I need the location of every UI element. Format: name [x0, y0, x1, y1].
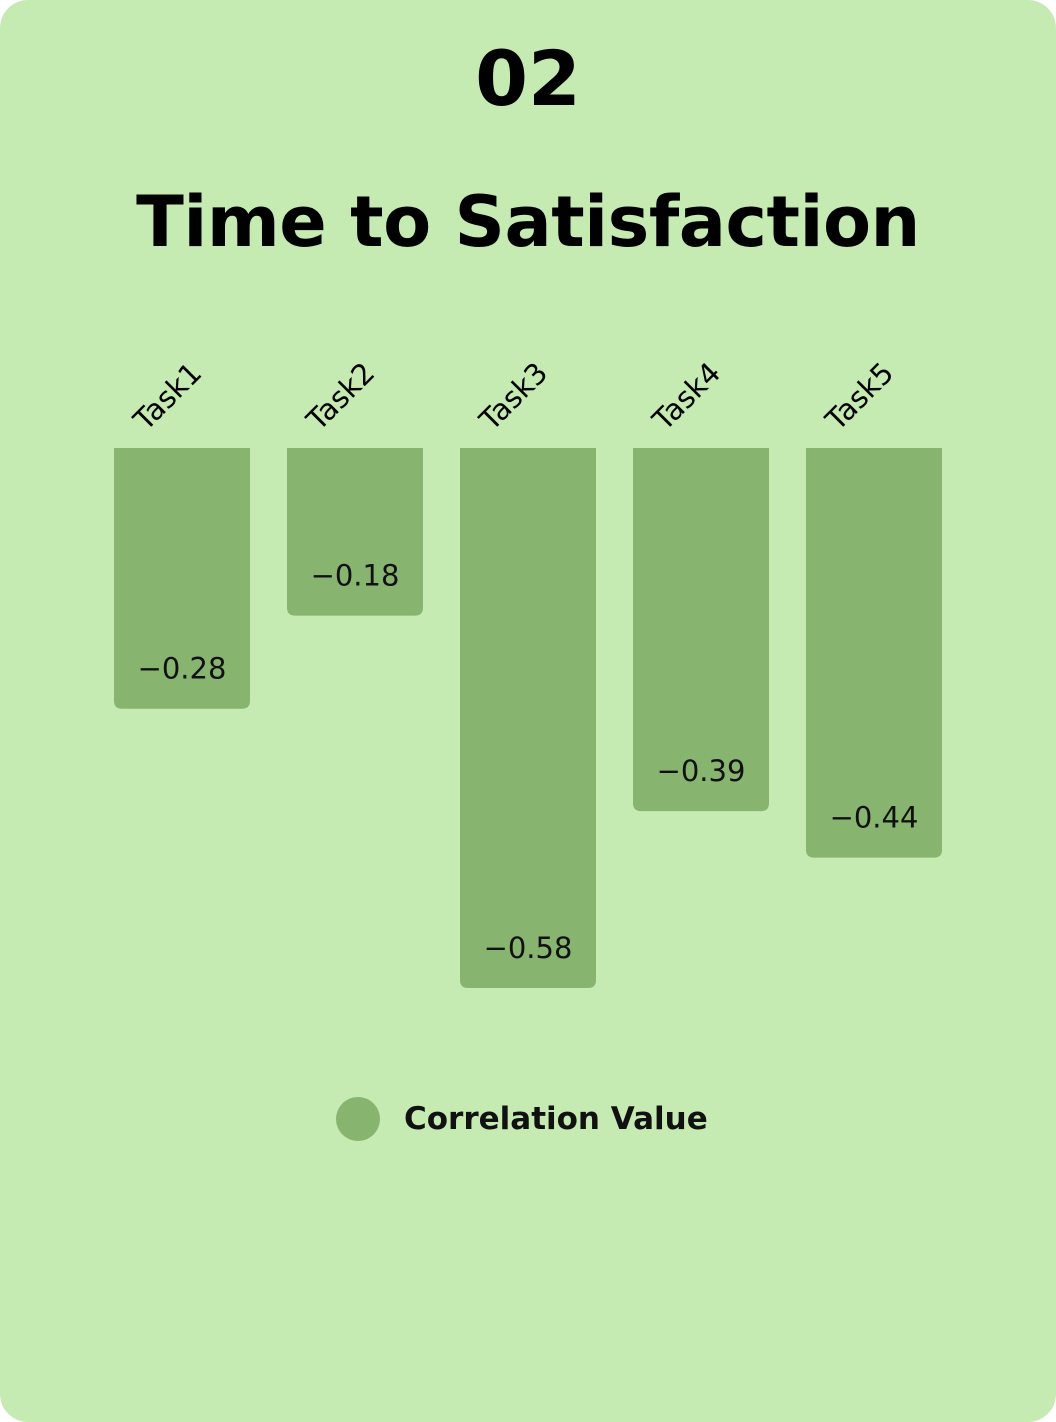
tick-label-task1: Task1: [126, 356, 208, 438]
bar-task3: [460, 448, 596, 988]
tick-label-task4: Task4: [645, 356, 727, 438]
data-label-task4: −0.39: [657, 754, 746, 788]
tick-label-task2: Task2: [299, 356, 381, 438]
bar-task5: [806, 448, 942, 858]
bar-task1: [114, 448, 250, 709]
tick-label-task5: Task5: [818, 356, 900, 438]
legend-label: Correlation Value: [404, 1101, 708, 1137]
legend-swatch-icon: [336, 1097, 380, 1141]
data-label-task1: −0.28: [138, 652, 227, 686]
tick-label-task3: Task3: [472, 356, 554, 438]
legend: Correlation Value: [336, 1097, 708, 1141]
bar-task4: [633, 448, 769, 812]
data-label-task2: −0.18: [311, 559, 400, 593]
chart-title: Time to Satisfaction: [136, 181, 920, 263]
data-label-task3: −0.58: [484, 931, 573, 965]
data-label-task5: −0.44: [830, 801, 919, 835]
bar-task2: [287, 448, 423, 616]
card-number: 02: [475, 34, 581, 123]
